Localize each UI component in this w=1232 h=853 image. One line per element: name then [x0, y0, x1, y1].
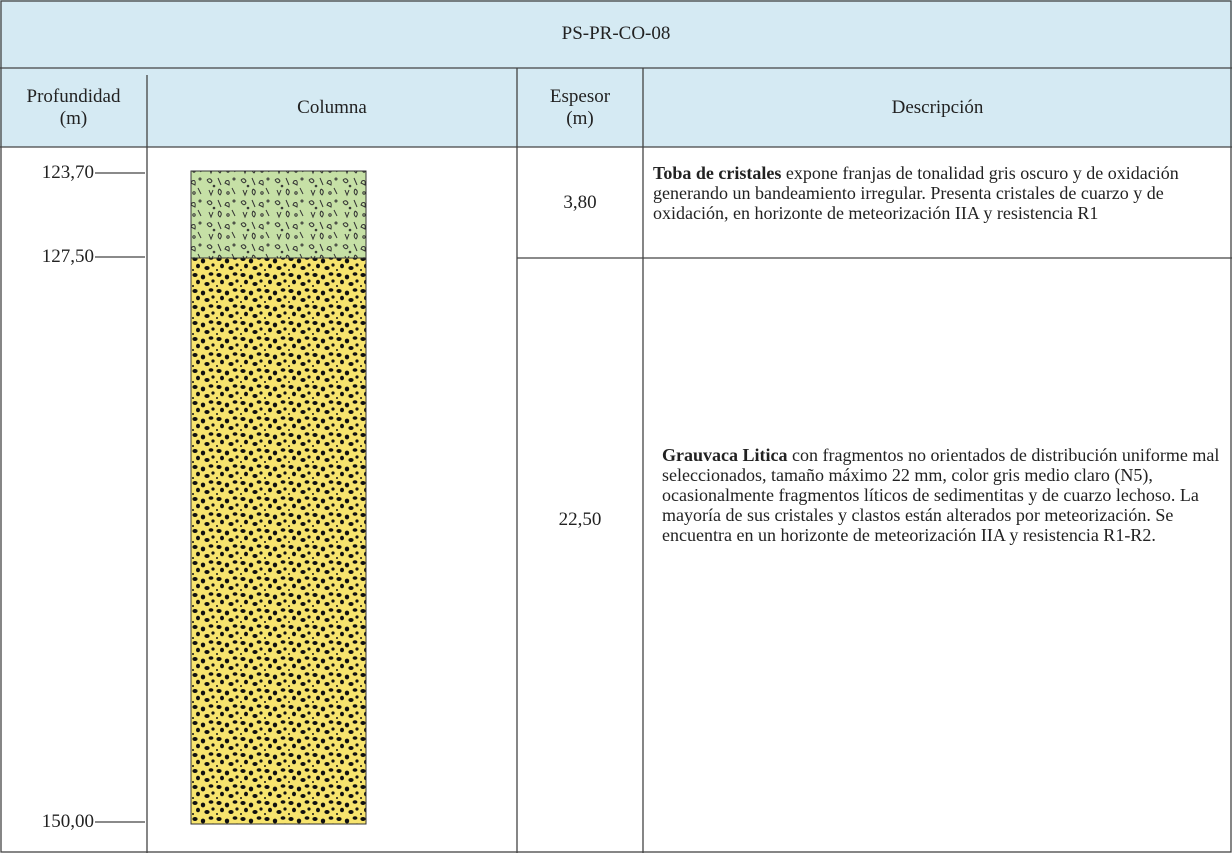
column-header: Espesor (m) — [549, 85, 611, 129]
title: PS-PR-CO-08 — [561, 23, 671, 44]
column-header: Columna — [297, 96, 367, 118]
description: Toba de cristales expone franjas de tona… — [653, 163, 1223, 223]
toba-layer — [190, 170, 367, 259]
layer-name: Grauvaca Litica — [662, 445, 788, 465]
header-bg — [0, 0, 1232, 147]
layer-name: Toba de cristales — [653, 163, 782, 183]
thickness: 3,80 — [563, 191, 597, 213]
layer-description: con fragmentos no orientados de distribu… — [662, 445, 1220, 545]
depth-label: 123,70 — [41, 162, 94, 183]
depth-label: 150,00 — [41, 811, 94, 832]
thickness: 22,50 — [558, 509, 602, 530]
column-header: Profundidad (m) — [26, 85, 121, 129]
layer-description: expone franjas de tonalidad gris oscuro … — [653, 163, 1179, 223]
depth-label: 127,50 — [41, 246, 94, 267]
column-header: Descripción — [891, 96, 984, 118]
description: Grauvaca Litica con fragmentos no orient… — [662, 445, 1224, 545]
grauvaca-layer — [190, 257, 367, 825]
